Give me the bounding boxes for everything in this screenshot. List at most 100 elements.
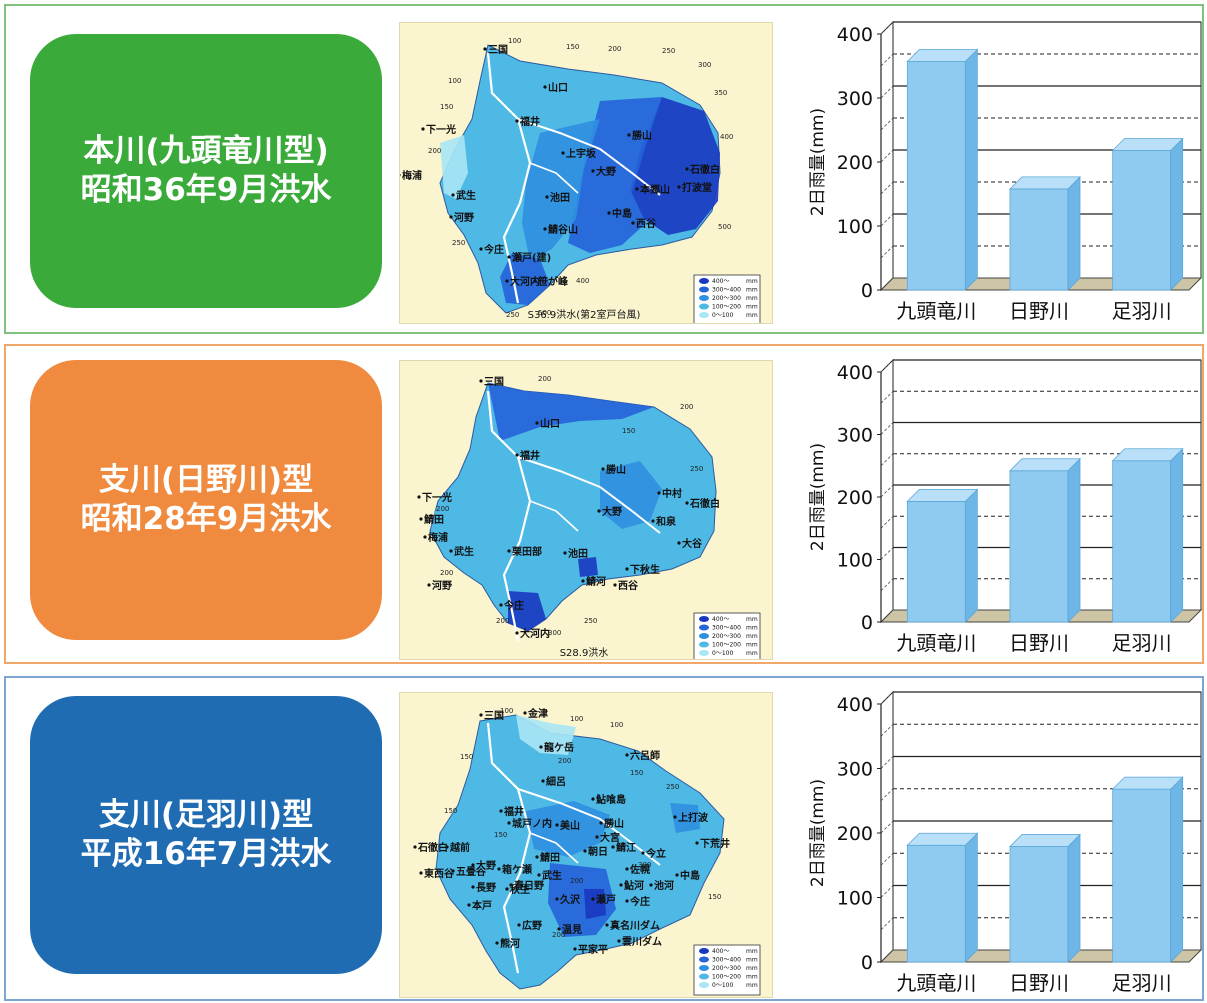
contour-label: 150 bbox=[566, 43, 579, 51]
place-dot bbox=[427, 583, 431, 587]
place-name: 下一光 bbox=[426, 123, 456, 136]
place-dot bbox=[563, 551, 567, 555]
x-tick-label: 日野川 bbox=[1009, 971, 1069, 995]
place-dot bbox=[631, 221, 635, 225]
place-name: 温見 bbox=[562, 923, 582, 936]
bar-top bbox=[1009, 176, 1081, 190]
legend-range: 0～100 bbox=[712, 982, 733, 989]
rainfall-zone bbox=[600, 461, 662, 529]
place-dot bbox=[627, 133, 631, 137]
place-name: 石徹白 bbox=[417, 841, 448, 854]
contour-label: 200 bbox=[436, 505, 449, 513]
bar-front bbox=[1009, 188, 1069, 291]
y-tick-label: 100 bbox=[837, 216, 873, 238]
bar-front bbox=[1112, 788, 1172, 963]
place-name: 河野 bbox=[454, 212, 474, 224]
bar bbox=[1111, 137, 1184, 291]
bar-side bbox=[1067, 457, 1081, 623]
place-dot bbox=[617, 939, 621, 943]
legend-range: 300～400 bbox=[712, 957, 741, 964]
river-line bbox=[529, 500, 579, 532]
place-name: 朝日 bbox=[588, 845, 608, 858]
y-axis-label: 2日雨量(mm) bbox=[808, 443, 828, 551]
river-line bbox=[517, 788, 661, 866]
place-dot bbox=[517, 923, 521, 927]
bar-top bbox=[1111, 138, 1184, 151]
legend-unit: mm bbox=[746, 948, 758, 955]
rainfall-bar-chart: 0 100 200 300 400 2日雨量(mm) 九頭竜川 日野川 足羽川 bbox=[791, 690, 1203, 998]
place-dot bbox=[507, 549, 511, 553]
x-tick-label: 九頭竜川 bbox=[896, 631, 976, 655]
place-name: 本戸 bbox=[472, 899, 492, 912]
place-dot bbox=[445, 845, 449, 849]
bar-front bbox=[1009, 846, 1069, 963]
place-name: 上宇坂 bbox=[566, 147, 597, 160]
place-name: 大野 bbox=[596, 165, 616, 178]
place-name: 三国 bbox=[488, 44, 508, 56]
place-dot bbox=[555, 897, 559, 901]
x-tick-label: 九頭竜川 bbox=[896, 299, 976, 323]
place-dot bbox=[685, 501, 689, 505]
legend-swatch bbox=[699, 641, 709, 648]
contour-label: 200 bbox=[428, 147, 441, 155]
x-tick-label: 九頭竜川 bbox=[896, 971, 976, 995]
place-dot bbox=[495, 941, 499, 945]
place-name: 今庄 bbox=[483, 243, 504, 256]
x-tick-label: 日野川 bbox=[1009, 631, 1069, 655]
place-name: 上打波 bbox=[678, 811, 709, 824]
place-name: 武生 bbox=[454, 545, 474, 558]
y-axis-label: 2日雨量(mm) bbox=[808, 779, 828, 887]
gridline-side bbox=[880, 578, 894, 592]
contour-label: 100 bbox=[610, 721, 623, 729]
flood-panel-1: 本川(九頭竜川型) 昭和36年9月洪水 100 150 200 250 300 350 40… bbox=[4, 4, 1204, 334]
contour-label: 300 bbox=[548, 629, 561, 637]
x-tick-label: 足羽川 bbox=[1112, 299, 1172, 323]
y-tick-label: 0 bbox=[861, 952, 873, 974]
place-name: 勝山 bbox=[606, 463, 626, 476]
place-dot bbox=[471, 885, 475, 889]
place-name: 瀬戸(建) bbox=[512, 251, 551, 264]
legend-swatch bbox=[699, 616, 709, 622]
contour-label: 200 bbox=[552, 931, 565, 939]
legend-range: 400～ bbox=[712, 278, 729, 285]
place-name: 真名川ダム bbox=[610, 919, 660, 932]
bar-front bbox=[1112, 460, 1172, 623]
place-dot bbox=[535, 421, 539, 425]
flood-date-line: 平成16年7月洪水 bbox=[80, 836, 332, 872]
place-dot bbox=[543, 227, 547, 231]
place-dot bbox=[677, 541, 681, 545]
legend-unit: mm bbox=[746, 295, 758, 302]
legend-swatch bbox=[699, 633, 709, 639]
legend-swatch bbox=[699, 624, 709, 631]
gridline-side bbox=[880, 917, 894, 931]
contour-label: 400 bbox=[576, 277, 589, 285]
rainfall-zone bbox=[522, 119, 600, 261]
place-name: 笹が峰 bbox=[538, 275, 569, 288]
contour-label: 200 bbox=[440, 569, 453, 577]
bar-side bbox=[964, 488, 978, 623]
place-name: 雲川ダム bbox=[622, 935, 662, 948]
basin-outline bbox=[429, 382, 717, 632]
place-name: 大河内 bbox=[510, 275, 540, 288]
legend-unit: mm bbox=[746, 965, 758, 972]
place-name: 下一光 bbox=[422, 491, 452, 504]
place-dot bbox=[625, 867, 629, 871]
place-name: 中村 bbox=[662, 487, 682, 500]
rainfall-map-svg: 100 150 200 250 300 350 400 100 150 200 250 500 400 5… bbox=[400, 23, 772, 323]
chart-side-wall bbox=[880, 690, 894, 964]
y-tick-label: 300 bbox=[837, 88, 873, 110]
contour-label: 100 bbox=[570, 715, 583, 723]
place-name: 龍ケ岳 bbox=[544, 741, 574, 754]
place-dot bbox=[539, 745, 543, 749]
bar bbox=[906, 832, 979, 963]
bar bbox=[906, 488, 979, 623]
bar-side bbox=[1067, 175, 1081, 291]
y-tick-label: 200 bbox=[837, 823, 873, 845]
y-tick-label: 400 bbox=[837, 362, 873, 384]
bar-side bbox=[1170, 776, 1184, 963]
place-name: 今庄 bbox=[629, 895, 650, 908]
place-name: 福井 bbox=[503, 805, 524, 818]
y-tick-label: 200 bbox=[837, 487, 873, 509]
gridline-side bbox=[880, 390, 894, 404]
place-dot bbox=[499, 603, 503, 607]
